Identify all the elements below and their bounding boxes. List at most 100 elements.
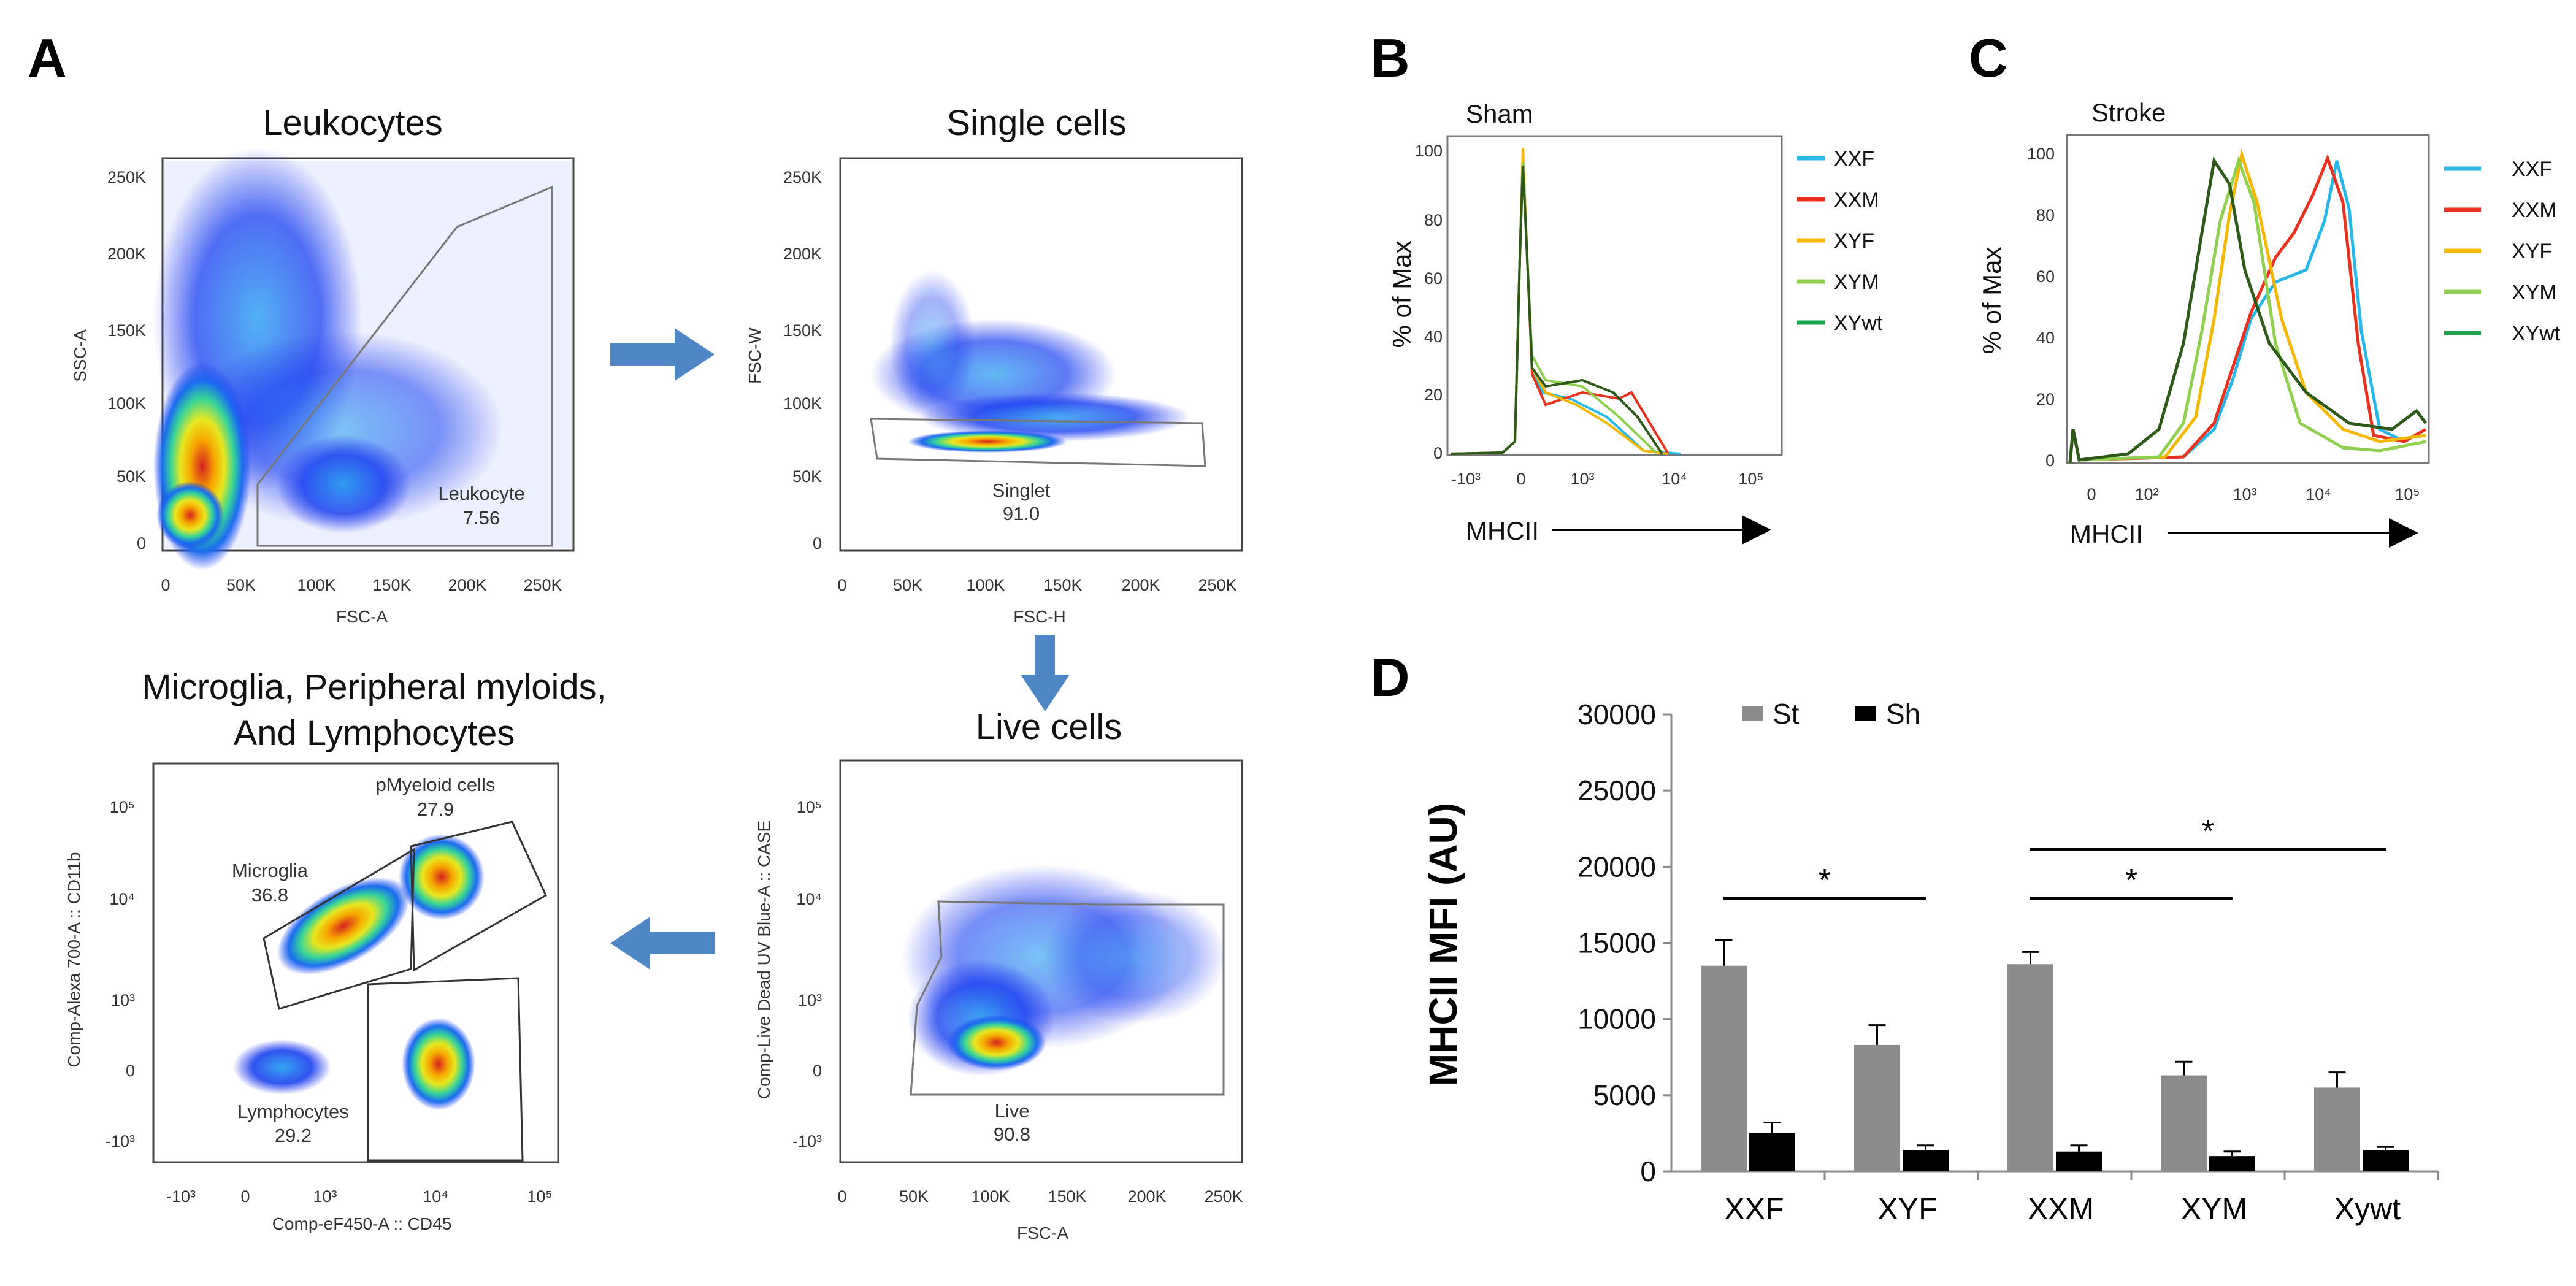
y-axis-label: FSC-W	[745, 327, 764, 384]
y-axis-label: % of Max	[1387, 240, 1416, 348]
x-ticks: -10³ 0 10³ 10⁴ 10⁵	[1451, 470, 1764, 488]
x-tick: 50K	[893, 576, 922, 594]
legend-label: XYF	[1834, 229, 1874, 253]
bar-sh	[1749, 1133, 1795, 1171]
x-tick: 50K	[899, 1187, 929, 1206]
x-tick: 100K	[297, 576, 335, 594]
x-tick: 0	[2087, 485, 2096, 503]
y-tick: 10³	[111, 991, 135, 1009]
x-tick: 250K	[1204, 1187, 1243, 1206]
x-tick: -10³	[1451, 470, 1481, 488]
x-tick: 100K	[971, 1187, 1010, 1206]
legend-label: XYM	[1834, 270, 1879, 294]
x-tick: 250K	[1198, 576, 1236, 594]
x-tick: 100K	[966, 576, 1005, 594]
gate-name: Microglia	[232, 860, 309, 881]
x-tick: 10³	[313, 1187, 337, 1206]
y-tick: 10⁴	[109, 890, 135, 908]
x-ticks: 0 50K 100K 150K 200K 250K	[161, 576, 562, 594]
y-tick: 20	[2036, 390, 2055, 408]
bar-sh	[2056, 1151, 2102, 1171]
y-tick: 40	[2036, 329, 2055, 347]
arrow-down-icon	[1021, 635, 1070, 711]
x-axis-label: FSC-A	[1017, 1223, 1068, 1242]
gate-lymphocytes	[367, 977, 524, 1162]
gate-pmyeloid	[410, 821, 547, 972]
significance-star: *	[1819, 863, 1831, 898]
x-tick: 200K	[1121, 576, 1160, 594]
flow-plot-leukocytes: Leukocytes Leukocyte 7.56 0 50K 100K 150…	[71, 103, 575, 626]
bar-sh	[1903, 1150, 1949, 1171]
y-tick: 250K	[783, 168, 822, 186]
gate-polygon	[870, 418, 1206, 467]
y-tick: 0	[813, 1062, 822, 1080]
y-ticks: 0 50K 100K 150K 200K 250K	[107, 168, 146, 553]
y-tick-label: 10000	[1577, 1003, 1656, 1035]
y-tick-label: 25000	[1577, 775, 1656, 806]
y-ticks: -10³ 0 10³ 10⁴ 10⁵	[792, 798, 822, 1150]
legend-label: XYM	[2512, 281, 2557, 304]
x-tick: 0	[837, 1187, 846, 1206]
x-tick-label: XYM	[2181, 1192, 2247, 1226]
flow-plot-single-cells: Single cells Singlet 91.0 0 50K 100K 150…	[745, 103, 1243, 626]
arrow-right-icon	[610, 328, 715, 381]
x-tick: 200K	[448, 576, 486, 594]
x-ticks: 0 50K 100K 150K 200K 250K	[837, 576, 1236, 594]
curve-xywt	[1450, 165, 1663, 455]
gate-value: 91.0	[1003, 503, 1040, 524]
gate-name: Leukocyte	[438, 483, 524, 504]
y-ticks: -10³ 0 10³ 10⁴ 10⁵	[105, 798, 135, 1150]
x-tick-label: Xywt	[2334, 1192, 2401, 1226]
panel-letter-c: C	[1969, 28, 2008, 88]
y-ticks: 0 20 40 60 80 100	[1415, 142, 1443, 462]
y-tick: 80	[1424, 211, 1443, 229]
x-axis-label: Comp-eF450-A :: CD45	[272, 1214, 452, 1233]
x-tick: 10⁴	[423, 1187, 448, 1206]
legend-label: XYF	[2512, 240, 2552, 263]
y-tick: 10⁵	[110, 798, 135, 816]
gate-microglia	[263, 848, 415, 1010]
x-axis-label: MHCII	[2070, 519, 2143, 548]
x-tick: 150K	[372, 576, 411, 594]
y-tick-label: 20000	[1577, 851, 1656, 882]
y-ticks: 0 50K 100K 150K 200K 250K	[783, 168, 822, 553]
y-tick: 100K	[783, 394, 822, 413]
gate-value: 36.8	[251, 884, 288, 906]
y-tick: 0	[1433, 444, 1443, 462]
x-tick: 150K	[1048, 1187, 1086, 1206]
y-tick: 100	[1415, 142, 1443, 160]
y-tick: 150K	[783, 321, 822, 340]
x-ticks: 0 50K 100K 150K 200K 250K	[837, 1187, 1243, 1206]
panel-letter-b: B	[1371, 28, 1410, 88]
y-tick: 50K	[792, 467, 822, 486]
y-tick: 40	[1424, 327, 1443, 346]
plot-title-line2: And Lymphocytes	[234, 713, 515, 753]
y-axis-label: Comp-Live Dead UV Blue-A :: CASE	[754, 821, 773, 1099]
histogram-title: Sham	[1466, 99, 1533, 128]
y-tick: 200K	[783, 245, 822, 263]
y-ticks: 0 20 40 60 80 100	[2027, 145, 2055, 470]
x-axis-label: MHCII	[1466, 516, 1539, 545]
legend-label: XYwt	[2512, 322, 2561, 345]
x-tick: 10³	[1570, 470, 1594, 488]
y-tick: 250K	[107, 168, 146, 186]
gate-polygon	[256, 185, 553, 547]
y-tick-label: 5000	[1593, 1079, 1656, 1111]
x-ticks: -10³ 0 10³ 10⁴ 10⁵	[166, 1187, 553, 1206]
x-tick: 0	[837, 576, 846, 594]
y-axis-label: % of Max	[1977, 247, 2006, 354]
y-axis-label: MHCII MFI (AU)	[1421, 803, 1465, 1086]
y-tick: 50K	[117, 467, 146, 486]
y-tick: 200K	[107, 245, 146, 263]
plot-frame	[152, 762, 559, 1163]
gate-name: Live	[995, 1100, 1030, 1122]
y-tick: 10⁴	[796, 890, 822, 908]
y-tick: -10³	[792, 1132, 822, 1150]
gate-value: 7.56	[463, 507, 500, 529]
x-tick: 150K	[1043, 576, 1082, 594]
legend-swatch	[1855, 706, 1876, 721]
gate-name: Singlet	[992, 480, 1051, 501]
x-tick: 10⁵	[2394, 485, 2420, 503]
x-tick: 0	[240, 1187, 250, 1206]
plot-title: Single cells	[946, 103, 1126, 143]
